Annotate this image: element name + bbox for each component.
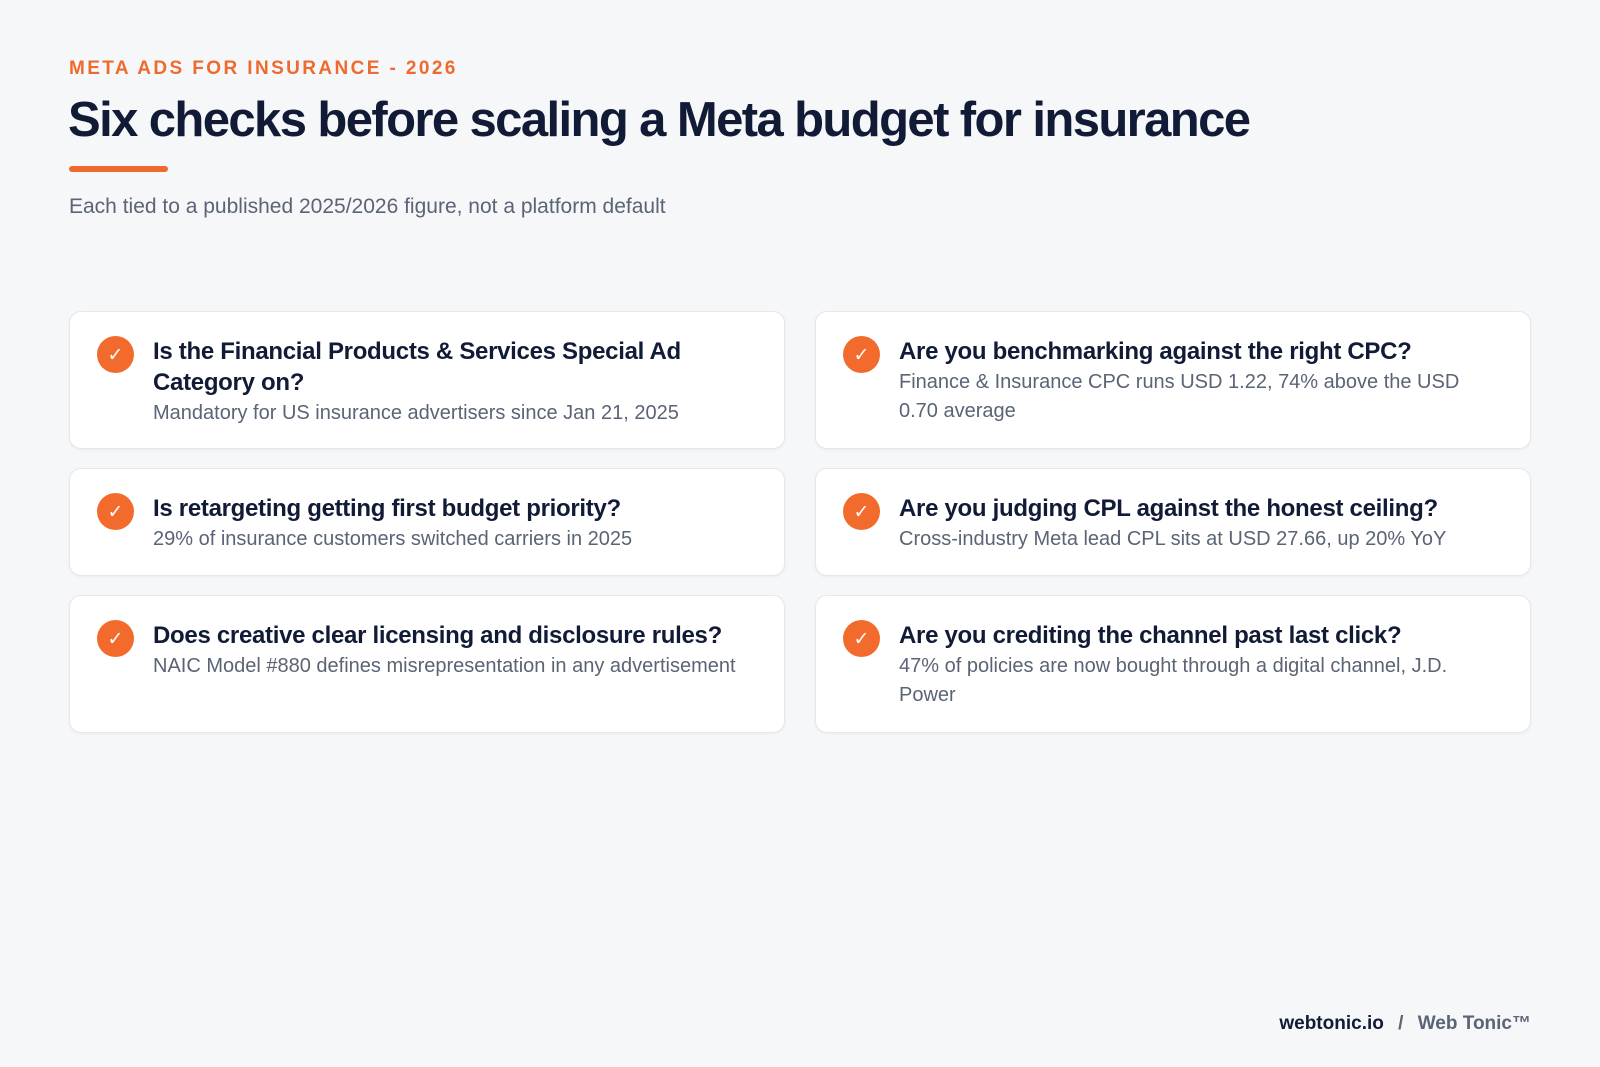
check-description: 47% of policies are now bought through a… (899, 655, 1448, 706)
check-description: Finance & Insurance CPC runs USD 1.22, 7… (899, 371, 1460, 422)
checks-grid: ✓ Is the Financial Products & Services S… (69, 311, 1531, 733)
check-card: ✓ Is retargeting getting first budget pr… (69, 468, 785, 576)
checkmark-icon: ✓ (843, 620, 880, 657)
check-card: ✓ Are you benchmarking against the right… (815, 311, 1531, 449)
checkmark-icon: ✓ (843, 336, 880, 373)
checkmark-icon: ✓ (97, 493, 134, 530)
check-card: ✓ Are you crediting the channel past las… (815, 595, 1531, 733)
check-card: ✓ Does creative clear licensing and disc… (69, 595, 785, 733)
check-title: Is the Financial Products & Services Spe… (153, 338, 681, 396)
check-description: NAIC Model #880 defines misrepresentatio… (153, 655, 736, 677)
check-card: ✓ Are you judging CPL against the honest… (815, 468, 1531, 576)
footer-brand: Web Tonic™ (1417, 1013, 1531, 1034)
check-description: 29% of insurance customers switched carr… (153, 528, 633, 550)
check-title: Are you judging CPL against the honest c… (899, 495, 1438, 522)
page-title: Six checks before scaling a Meta budget … (68, 93, 1251, 147)
checkmark-icon: ✓ (97, 336, 134, 373)
eyebrow-label: META ADS FOR INSURANCE - 2026 (69, 58, 458, 79)
page-subtitle: Each tied to a published 2025/2026 figur… (69, 195, 666, 218)
check-description: Cross-industry Meta lead CPL sits at USD… (899, 528, 1447, 550)
footer-separator: / (1398, 1013, 1404, 1034)
checkmark-icon: ✓ (843, 493, 880, 530)
footer-site: webtonic.io (1279, 1013, 1384, 1034)
title-underline (69, 166, 168, 172)
check-title: Are you benchmarking against the right C… (899, 338, 1412, 365)
check-description: Mandatory for US insurance advertisers s… (153, 402, 679, 424)
footer-credit: webtonic.io / Web Tonic™ (1279, 1013, 1531, 1035)
check-title: Does creative clear licensing and disclo… (153, 622, 722, 649)
check-title: Are you crediting the channel past last … (899, 622, 1402, 649)
checkmark-icon: ✓ (97, 620, 134, 657)
check-title: Is retargeting getting first budget prio… (153, 495, 621, 522)
check-card: ✓ Is the Financial Products & Services S… (69, 311, 785, 449)
